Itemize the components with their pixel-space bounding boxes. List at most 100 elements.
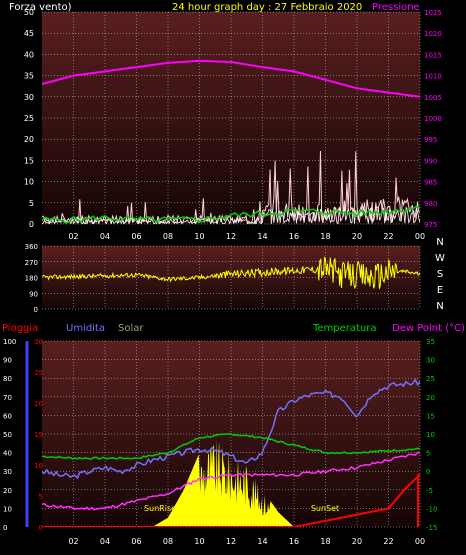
temperature-tick-label: 15 [426,412,435,420]
x-tick-label: 22 [383,232,393,241]
pressure-tick-label: 1025 [424,9,442,17]
y-tick-label: 0 [29,220,34,229]
direction-tick-label: 180 [25,275,38,283]
x-tick-label: 20 [352,232,362,241]
rain-tick-label: 25 [34,369,43,377]
rain-axis-title: Pioggia [2,323,38,334]
direction-tick-label: 360 [25,243,38,251]
pressure-tick-label: 1010 [424,73,442,81]
temperature-line [42,433,420,460]
x-tick-label: 08 [163,537,173,546]
y-tick-label: 30 [24,93,34,102]
humidity-tick-label: 0 [3,524,7,532]
humidity-tick-label: 70 [3,394,12,402]
y-tick-label: 20 [24,135,34,144]
temperature-tick-label: 10 [426,431,435,439]
temperature-axis-title: Temperatura [312,323,377,334]
x-tick-label: 02 [68,232,78,241]
direction-tick-label: 270 [25,259,38,267]
direction-plot-area [42,256,420,290]
x-tick-label: 16 [289,232,299,241]
temperature-tick-label: 20 [426,394,435,402]
y-tick-label: 25 [24,114,34,123]
x-tick-label: 12 [226,232,236,241]
humidity-tick-label: 20 [3,487,12,495]
humidity-tick-label: 50 [3,431,12,439]
dew-point-line [42,451,420,511]
y-tick-label: 35 [24,72,34,81]
pressure-tick-label: 1005 [424,94,442,102]
x-tick-label: 00 [415,537,425,546]
x-tick-label: 10 [194,537,204,546]
humidity-tick-label: 100 [3,338,16,346]
humidity-line [42,378,420,480]
temperature-tick-label: 35 [426,338,435,346]
wind-pressure-panel: 0510152025303540455097598098599099510001… [24,8,442,241]
humidity-axis-title: Umidita [66,323,105,334]
rain-tick-label: 15 [34,431,43,439]
temperature-tick-label: -15 [426,524,437,532]
rain-line [42,473,420,527]
x-tick-label: 04 [100,232,110,241]
x-tick-label: 14 [257,537,267,546]
x-tick-label: 08 [163,232,173,241]
x-tick-label: 02 [68,537,78,546]
x-tick-label: 18 [320,537,330,546]
humidity-tick-label: 90 [3,357,12,365]
humidity-tick-label: 30 [3,468,12,476]
temperature-tick-label: 0 [426,468,430,476]
temperature-tick-label: 30 [426,357,435,365]
compass-label: E [437,285,443,296]
y-tick-label: 40 [24,50,34,59]
temperature-tick-label: -5 [426,487,433,495]
compass-label: N [436,301,443,312]
pressure-tick-label: 985 [424,179,437,187]
rain-tick-label: 30 [34,338,43,346]
y-tick-label: 15 [24,156,34,165]
humidity-tick-label: 10 [3,505,12,513]
pressure-tick-label: 1015 [424,51,442,59]
pressure-tick-label: 995 [424,136,437,144]
wind-plot-area [42,59,420,224]
compass-label: S [437,269,443,280]
compass-label: W [435,253,445,264]
temperature-tick-label: 25 [426,375,435,383]
pressure-tick-label: 990 [424,157,437,165]
chart-title: 24 hour graph day : 27 Febbraio 2020 [172,2,362,13]
humidity-tick-label: 40 [3,450,12,458]
pressure-tick-label: 1020 [424,30,442,38]
sunrise-label: SunRise [144,504,176,513]
x-tick-label: 16 [289,537,299,546]
pressure-axis-title: Pressione [372,2,420,13]
temperature-tick-label: -10 [426,505,437,513]
rain-tick-label: 5 [39,493,43,501]
x-tick-label: 06 [131,232,141,241]
wind-direction-line [42,256,420,290]
dew-point-axis-title: Dew Point (°C) [392,323,465,334]
wind-average-line [42,205,420,224]
compass-label: N [436,237,443,248]
x-tick-label: 04 [100,537,110,546]
temperature-tick-label: 5 [426,450,430,458]
pressure-tick-label: 980 [424,200,437,208]
direction-tick-label: 90 [29,290,38,298]
solar-axis-title: Solar [118,323,144,334]
y-tick-label: 45 [24,29,34,38]
humidity-tick-label: 80 [3,375,12,383]
x-tick-label: 14 [257,232,267,241]
rain-tick-label: 20 [34,400,43,408]
rain-tick-label: 0 [39,524,43,532]
x-tick-label: 06 [131,537,141,546]
x-tick-label: 22 [383,537,393,546]
humidity-rain-temp-panel: -15-10-505101520253035010203040506070809… [3,338,437,546]
rain-tick-label: 10 [34,462,43,470]
solar-area [152,439,294,527]
x-tick-label: 00 [415,232,425,241]
humidity-tick-label: 60 [3,412,12,420]
pressure-tick-label: 975 [424,221,437,229]
x-tick-label: 20 [352,537,362,546]
sunset-label: SunSet [311,504,339,513]
pressure-tick-label: 1000 [424,115,442,123]
